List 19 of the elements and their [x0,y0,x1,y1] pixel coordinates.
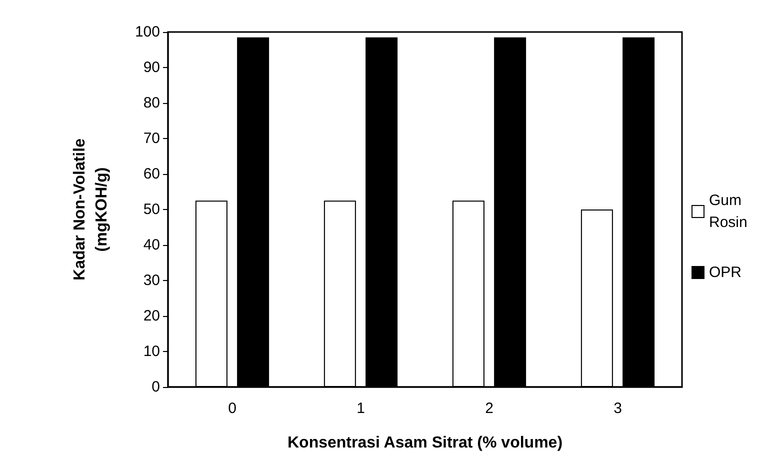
y-tick-label: 50 [143,201,160,218]
y-tick-label: 30 [143,272,160,289]
x-axis-title: Konsentrasi Asam Sitrat (% volume) [287,434,563,452]
x-tick-label: 3 [614,400,622,417]
y-tick-label: 60 [143,166,160,182]
y-tick-label: 20 [143,308,160,324]
y-tick-label: 90 [143,59,160,76]
legend-label: OPR [709,264,742,281]
y-tick-label: 10 [143,343,160,360]
y-axis-title: Kadar Non-Volatile (mgKOH/g) [72,138,110,280]
y-tick-label: 100 [134,24,160,40]
y-tick-label: 70 [143,130,160,147]
y-tick-label: 0 [152,378,160,396]
x-tick-label: 1 [356,400,365,417]
x-tick-label: 2 [485,400,494,417]
y-tick-label: 40 [143,236,160,254]
y-tick-label: 80 [143,94,160,112]
x-tick-label: 0 [228,400,236,417]
legend-label: Gum Rosin [709,192,748,231]
